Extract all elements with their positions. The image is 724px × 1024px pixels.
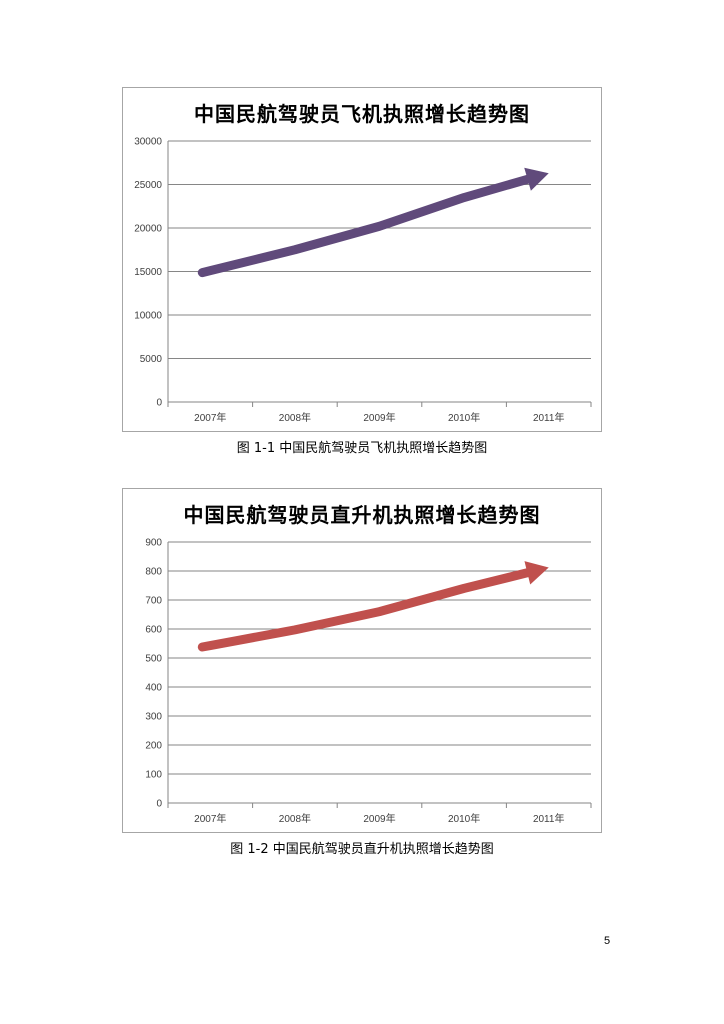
x-tick-label: 2011年 [533,812,565,825]
chart-title: 中国民航驾驶员直升机执照增长趋势图 [183,503,541,527]
x-tick-label: 2010年 [448,812,480,825]
y-tick-label: 600 [145,625,162,636]
y-tick-label: 30000 [134,137,162,148]
figure-caption-1: 图 1-1 中国民航驾驶员飞机执照增长趋势图 [236,441,488,456]
y-tick-label: 0 [156,799,162,810]
series-arrowhead [524,561,549,585]
chart-2-helicopter-licenses: 中国民航驾驶员直升机执照增长趋势图 0 100 200 300 400 500 600 700… [122,488,602,833]
y-tick-label: 200 [145,741,162,752]
y-tick-label: 300 [145,712,162,723]
y-tick-label: 25000 [134,180,162,191]
x-tick-label: 2011年 [533,411,565,424]
series-arrowhead [524,167,549,191]
x-tick-label: 2009年 [363,411,395,424]
x-tick-label: 2008年 [279,812,311,825]
chart-1-svg: 0 5000 10000 15000 20000 25000 30000 2007年 2008年… [134,137,592,424]
chart-2-svg: 0 100 200 300 400 500 600 700 800 900 2007年 2008年 20… [145,538,592,825]
y-tick-label: 10000 [134,311,162,322]
y-tick-label: 900 [145,538,162,549]
figure-caption-2: 图 1-2 中国民航驾驶员直升机执照增长趋势图 [230,842,494,857]
y-tick-label: 20000 [134,224,162,235]
x-tick-label: 2008年 [279,411,311,424]
y-tick-label: 800 [145,567,162,578]
y-tick-label: 15000 [134,267,162,278]
y-tick-label: 400 [145,683,162,694]
chart-title: 中国民航驾驶员飞机执照增长趋势图 [194,102,530,126]
x-tick-label: 2007年 [194,411,226,424]
page-number: 5 [604,935,611,947]
x-tick-label: 2007年 [194,812,226,825]
x-tick-label: 2009年 [363,812,395,825]
y-tick-label: 5000 [140,354,163,365]
y-tick-label: 0 [156,398,162,409]
y-tick-label: 100 [145,770,162,781]
y-tick-label: 700 [145,596,162,607]
chart-1-plane-licenses: 中国民航驾驶员飞机执照增长趋势图 0 5000 10000 15000 20000 250… [122,87,602,432]
y-tick-label: 500 [145,654,162,665]
series-line [197,174,533,278]
series-line [197,568,532,652]
x-tick-label: 2010年 [448,411,480,424]
